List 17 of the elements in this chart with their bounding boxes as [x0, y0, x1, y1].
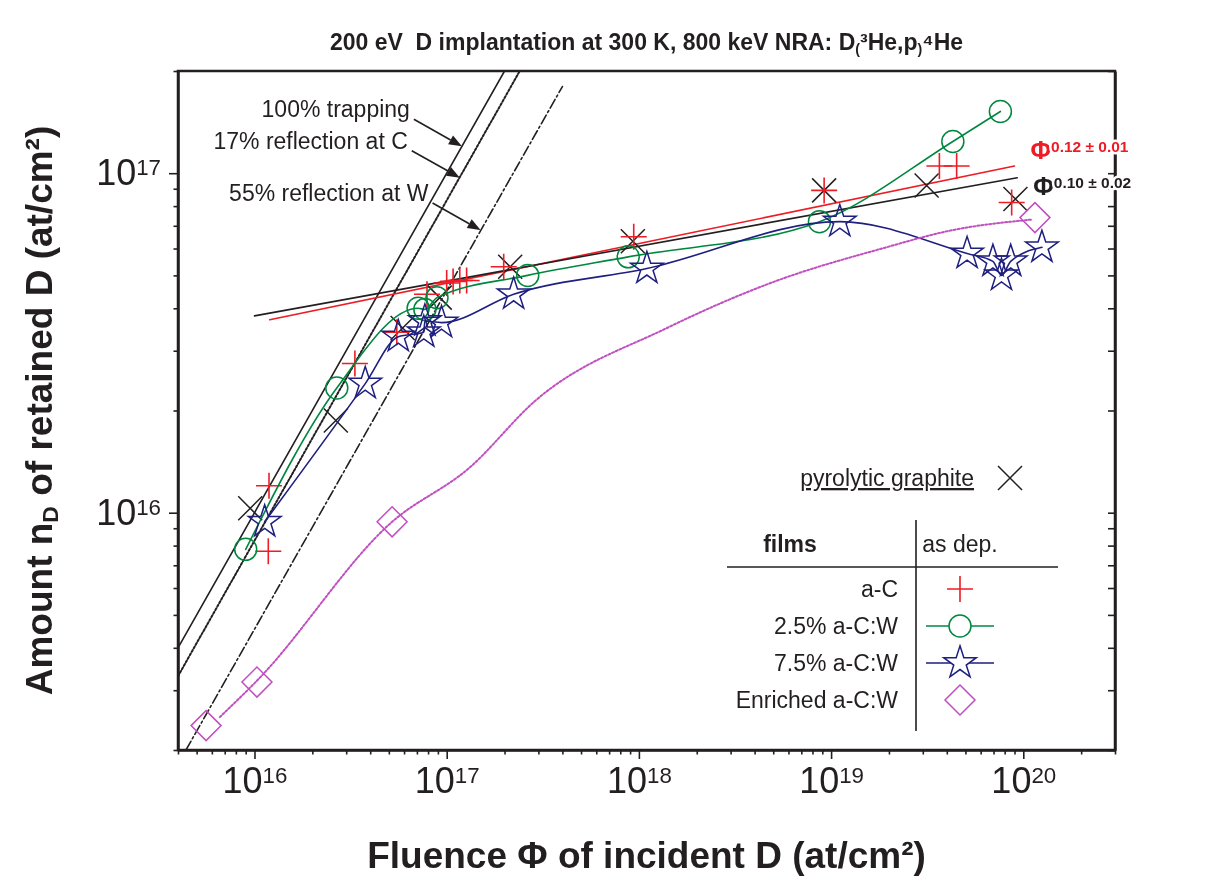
legend-title: films [763, 531, 817, 557]
legend-label: pyrolytic graphite [800, 465, 974, 491]
x-tick-label: 10$^{20}$ [991, 759, 1057, 801]
x-tick-label: 10$^{16}$ [222, 759, 288, 801]
legend-label: 2.5% a-C:W [774, 613, 899, 639]
annotation: as dep. [922, 531, 998, 557]
x-axis-title: Fluence Φ of incident D (at/cm²) [367, 835, 926, 876]
x-tick-label: 10$^{17}$ [414, 759, 480, 801]
chart-title: 200 eV D implantation at 300 K, 800 keV NRA: D$_{(}$³He,p$_{)}$⁴He [329, 29, 964, 57]
annotation: 17% reflection at C [213, 127, 408, 154]
annotation: 55% reflection at W [229, 180, 429, 207]
legend-label: Enriched a-C:W [735, 687, 899, 713]
legend-label: a-C [860, 576, 898, 602]
legend-label: 7.5% a-C:W [774, 650, 899, 676]
x-tick-label: 10$^{19}$ [799, 759, 865, 801]
annotation: 100% trapping [261, 96, 410, 123]
x-tick-label: 10$^{18}$ [606, 759, 672, 801]
